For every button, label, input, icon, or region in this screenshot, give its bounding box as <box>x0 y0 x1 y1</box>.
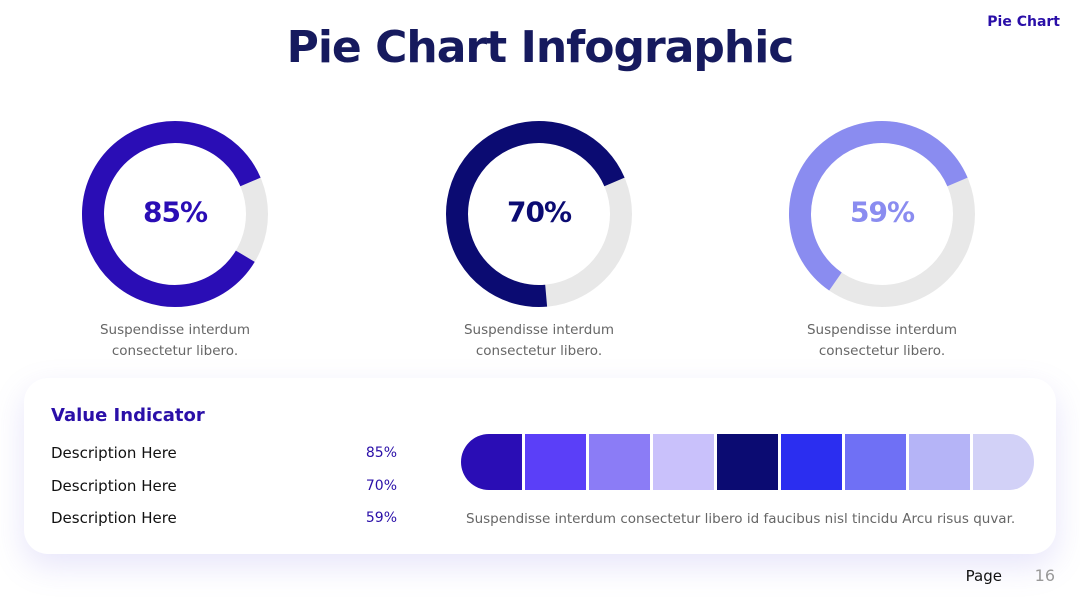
row-value: 59% <box>365 510 397 526</box>
color-strip <box>461 434 1034 490</box>
swatch <box>461 434 522 490</box>
title: Pie Chart Infographic <box>286 22 795 73</box>
page-label: Page <box>965 567 1002 585</box>
swatch <box>973 434 1034 490</box>
swatch <box>781 434 842 490</box>
row-value: 85% <box>365 445 397 461</box>
swatch <box>589 434 650 490</box>
tag: Pie Chart <box>987 14 1060 30</box>
row-label: Description Here <box>51 509 177 527</box>
swatch <box>525 434 586 490</box>
donut-caption: Suspendisse interdum consectetur libero. <box>463 322 615 359</box>
donut-arc <box>446 121 625 307</box>
donut-label: 70% <box>507 196 572 229</box>
donut-arc <box>789 121 968 291</box>
strip-caption: Suspendisse interdum consectetur libero … <box>466 511 1016 527</box>
donut-label: 85% <box>143 196 208 229</box>
donut-caption: Suspendisse interdum consectetur libero. <box>806 322 958 359</box>
swatch <box>717 434 778 490</box>
donut-arc <box>82 121 261 307</box>
swatch <box>845 434 906 490</box>
donut-label: 59% <box>850 196 915 229</box>
donut-caption: Suspendisse interdum consectetur libero. <box>99 322 251 359</box>
swatch <box>909 434 970 490</box>
page-number: 16 <box>1034 566 1055 585</box>
row-value: 70% <box>365 477 397 494</box>
swatch <box>653 434 714 490</box>
row-label: Description Here <box>51 444 177 462</box>
donuts: 85% 70% 59% <box>82 121 975 307</box>
row-label: Description Here <box>51 476 177 495</box>
indicator-title: Value Indicator <box>51 405 205 426</box>
